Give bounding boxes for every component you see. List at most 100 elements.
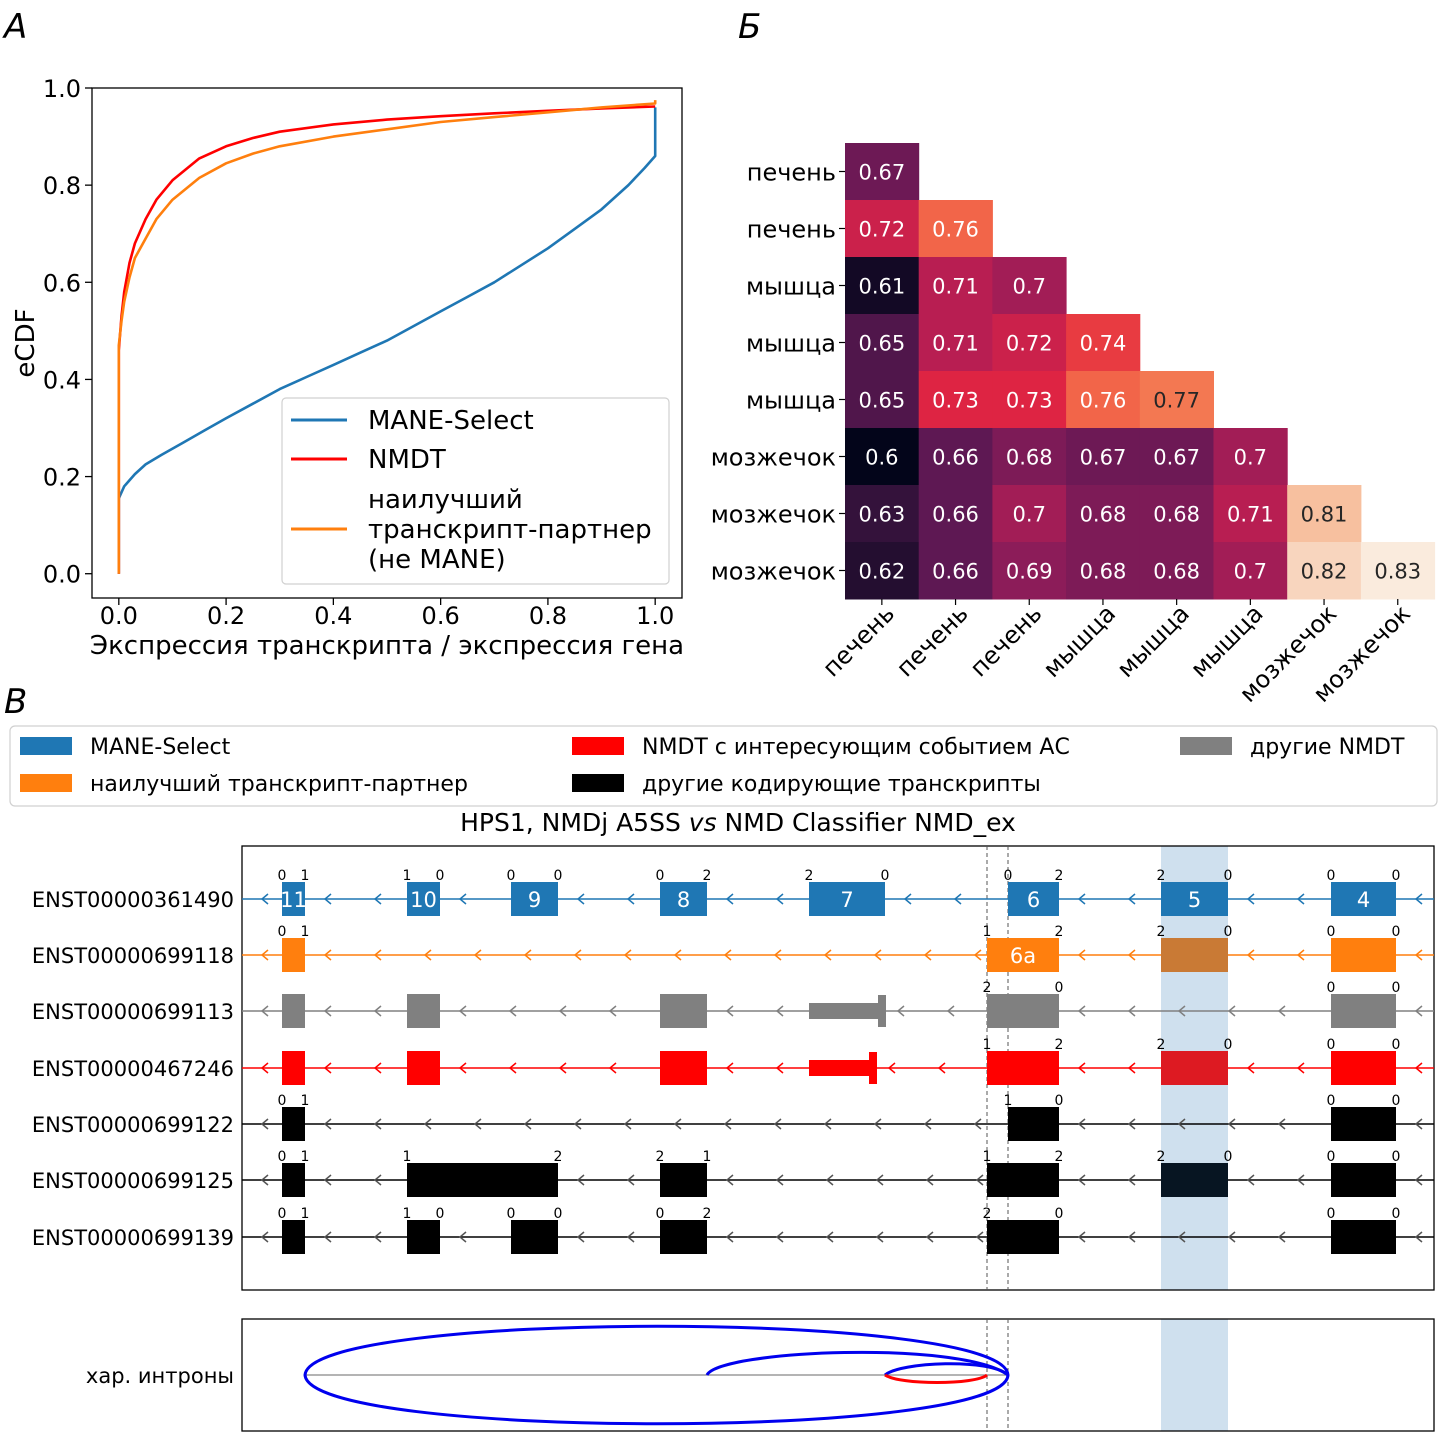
exon-phase-left: 1	[403, 1206, 412, 1222]
intron-arc-mid	[705, 1350, 1009, 1377]
exon-phase-left: 1	[403, 868, 412, 884]
exon-block	[407, 1163, 558, 1197]
ecdf-y-axis-label: eCDF	[11, 308, 41, 377]
exon-phase-right: 0	[1392, 980, 1401, 996]
exon-phase-left: 0	[278, 1093, 287, 1109]
heatmap-value: 0.81	[1301, 503, 1348, 527]
heatmap-cell	[918, 257, 993, 315]
intron-arrow	[775, 1062, 784, 1074]
heatmap-value: 0.61	[858, 275, 905, 299]
intron-arrow	[1077, 1062, 1086, 1074]
gene-panel-title: HPS1, NMDj A5SS vs NMD Classifier NMD_ex	[460, 808, 1016, 837]
exon-phase-right: 0	[1224, 1149, 1233, 1165]
exon-block	[660, 1051, 707, 1085]
heatmap-value: 0.6	[865, 446, 898, 470]
heatmap-cell	[1213, 428, 1288, 486]
panel-letter-b: Б	[738, 7, 761, 47]
heatmap-value: 0.76	[1080, 389, 1127, 413]
intron-arrow	[825, 1174, 834, 1186]
exon-block	[1331, 1107, 1396, 1141]
heatmap-cell	[1139, 485, 1214, 543]
heatmap-cell	[992, 257, 1067, 315]
intron-arrow	[458, 1005, 467, 1017]
exon-block	[987, 1163, 1059, 1197]
intron-arc-short	[884, 1362, 1010, 1377]
row-label: мозжечок	[711, 444, 836, 472]
intron-arrow	[725, 893, 734, 905]
exon-phase-left: 0	[278, 868, 287, 884]
ecdf-legend: MANE-Select NMDT наилучший транскрипт-пар…	[281, 397, 670, 585]
heatmap-col-labels: печеньпеченьпеченьмышцамышцамышцамозжечо…	[817, 599, 1416, 708]
intron-arrow	[1127, 1231, 1136, 1243]
gene-legend-swatch	[20, 774, 72, 792]
intron-arrow	[1246, 893, 1255, 905]
exon-phase-left: 2	[656, 1149, 665, 1165]
intron-arrow	[1077, 1231, 1086, 1243]
intron-arrow	[775, 893, 784, 905]
intron-arrow	[373, 1118, 382, 1130]
intron-arrow	[673, 1118, 682, 1130]
heatmap-cell	[845, 143, 920, 201]
panel-letter-a: А	[2, 7, 27, 47]
intron-arc-long	[303, 1324, 1010, 1426]
exon-phase-right: 2	[554, 1149, 563, 1165]
intron-arrow	[473, 1118, 482, 1130]
col-label: печень	[891, 599, 974, 682]
intron-arrow	[626, 1231, 635, 1243]
heatmap-cell	[918, 542, 993, 600]
exon-phase-right: 0	[1392, 1037, 1401, 1053]
intron-arrow	[260, 1062, 269, 1074]
exon-block	[660, 1220, 707, 1254]
intron-arrow	[896, 1005, 905, 1017]
intron-arrow	[373, 893, 382, 905]
intron-arrow	[260, 1231, 269, 1243]
intron-arrow	[925, 1231, 934, 1243]
intron-arrow	[775, 1005, 784, 1017]
row-label: мозжечок	[711, 501, 836, 529]
intron-arrow	[323, 1005, 332, 1017]
intron-arrow	[473, 949, 482, 961]
intron-arrow	[260, 1005, 269, 1017]
intron-arrow	[946, 1005, 955, 1017]
transcript-id: ENST00000699139	[32, 1226, 234, 1250]
exon-phase-left: 2	[983, 980, 992, 996]
heatmap-cell	[845, 428, 920, 486]
intron-arrow	[573, 1118, 582, 1130]
exon-phase-right: 0	[1224, 924, 1233, 940]
intron-arrow	[823, 949, 832, 961]
exon-phase-left: 1	[403, 1149, 412, 1165]
intron-arrow	[1227, 1005, 1236, 1017]
heatmap-value: 0.71	[932, 275, 979, 299]
gene-legend-swatch	[20, 737, 72, 755]
heatmap-cell	[1287, 485, 1362, 543]
introns-label: хар. интроны	[86, 1364, 234, 1388]
heatmap-value: 0.71	[1227, 503, 1274, 527]
heatmap-cell	[918, 314, 993, 372]
exon-phase-right: 0	[1224, 868, 1233, 884]
gene-legend-label: другие кодирующие транскрипты	[642, 772, 1041, 797]
heatmap-value: 0.82	[1301, 560, 1348, 584]
gene-legend-box	[9, 725, 1438, 807]
exon-block	[282, 1163, 305, 1197]
exon-block	[282, 994, 305, 1028]
heatmap-value: 0.63	[858, 503, 905, 527]
heatmap-value: 0.68	[1153, 503, 1200, 527]
exon-block	[282, 938, 305, 972]
x-tick-label: 1.0	[636, 602, 674, 630]
ecdf-plot-frame	[91, 87, 683, 599]
gene-legend-swatch	[1180, 737, 1232, 755]
heatmap-value: 0.69	[1006, 560, 1053, 584]
exon-phase-right: 0	[1055, 1206, 1064, 1222]
heatmap-value: 0.66	[932, 446, 979, 470]
intron-arrow	[1277, 1231, 1286, 1243]
exon-block	[511, 1220, 558, 1254]
heatmap-cell	[1066, 542, 1141, 600]
intron-arrow	[608, 1005, 617, 1017]
heatmap-value: 0.73	[932, 389, 979, 413]
exon-phase-left: 2	[805, 868, 814, 884]
transcript-id: ENST00000361490	[32, 888, 234, 912]
exon-phase-right: 0	[436, 868, 445, 884]
exon-phase-right: 2	[1055, 868, 1064, 884]
heatmap-row-labels: печень печень мышца мышца мышца мозжечок мозже…	[711, 159, 845, 586]
exon-number: 6	[1027, 888, 1040, 912]
